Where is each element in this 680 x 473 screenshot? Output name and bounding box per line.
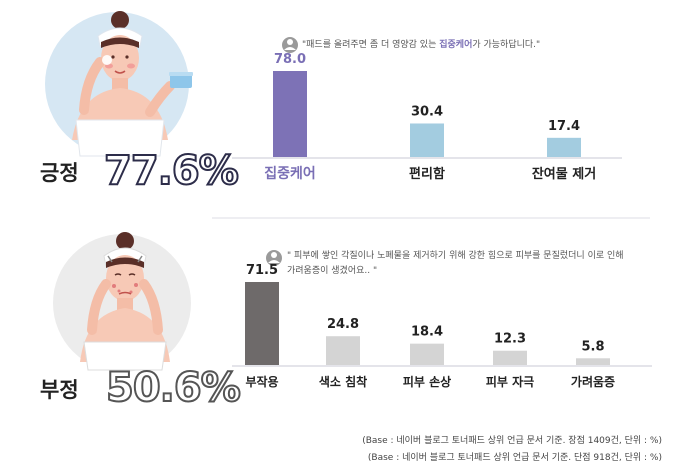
neg-category-label: 부작용	[245, 374, 278, 389]
positive-percent: 77.6%	[103, 147, 240, 195]
negative-chart-baseline	[232, 365, 652, 367]
section-divider	[212, 217, 650, 219]
pos-category-label: 집중케어	[264, 165, 316, 182]
quote-line: 가려움증이 생겼어요.. "	[287, 266, 378, 276]
pos-bar	[410, 123, 444, 157]
user-icon	[266, 250, 282, 266]
neg-category-label: 가려움증	[571, 374, 615, 389]
negative-label: 부정	[40, 378, 79, 402]
neg-value-label: 5.8	[581, 339, 604, 354]
neg-bar	[576, 358, 610, 365]
user-icon	[282, 37, 298, 53]
neg-category-label: 피부 자극	[486, 374, 534, 389]
neg-category-label: 피부 손상	[403, 374, 451, 389]
neg-bar	[245, 282, 279, 365]
negative-percent: 50.6%	[105, 364, 242, 412]
pos-value-label: 78.0	[274, 52, 306, 67]
pos-bar	[547, 137, 581, 157]
neg-value-label: 24.8	[327, 317, 359, 332]
quote-text: 가 가능하답니다."	[472, 40, 541, 50]
negative-woman-illustration	[53, 232, 191, 372]
pos-category-label: 편리함	[409, 166, 445, 182]
neg-bar	[326, 336, 360, 365]
neg-category-label: 색소 침착	[319, 374, 367, 389]
positive-woman-illustration	[45, 11, 193, 157]
quote-line: " 피부에 쌓인 각질이나 노폐물을 제거하기 위해 강한 힘으로 피부를 문질…	[287, 251, 624, 261]
neg-value-label: 18.4	[411, 325, 443, 340]
neg-bar	[410, 343, 444, 365]
neg-bar	[493, 350, 527, 365]
pos-category-label: 잔여물 제거	[532, 166, 596, 182]
pos-bar	[273, 71, 307, 157]
footnote-negative: (Base : 네이버 블로그 토너패드 상위 언급 문서 기준. 단점 918…	[367, 453, 662, 463]
negative-quote: " 피부에 쌓인 각질이나 노폐물을 제거하기 위해 강한 힘으로 피부를 문질…	[287, 249, 667, 279]
quote-text: "패드를 올려주면 좀 더 영양감 있는	[302, 40, 440, 50]
footnote-positive: (Base : 네이버 블로그 토너패드 상위 언급 문서 기준. 장점 140…	[362, 436, 662, 446]
positive-quote: "패드를 올려주면 좀 더 영양감 있는 집중케어가 가능하답니다."	[302, 38, 662, 53]
quote-highlight: 집중케어	[439, 40, 473, 50]
pos-value-label: 17.4	[548, 119, 580, 134]
positive-label: 긍정	[40, 161, 79, 185]
neg-value-label: 71.5	[246, 263, 278, 278]
positive-chart-baseline	[232, 157, 622, 159]
pos-value-label: 30.4	[411, 104, 443, 119]
neg-value-label: 12.3	[494, 332, 526, 347]
